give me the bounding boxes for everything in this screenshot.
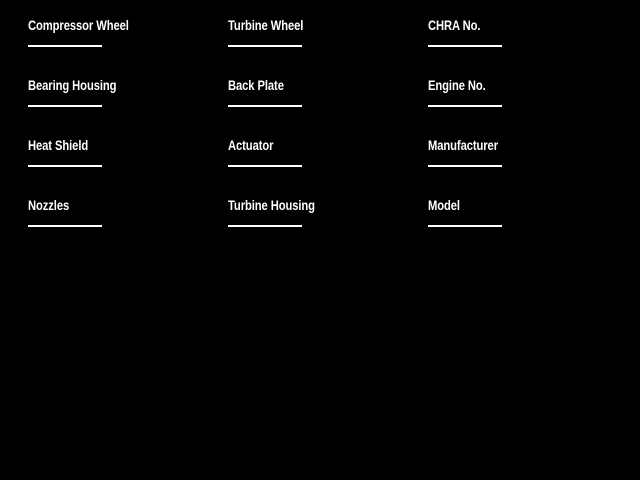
field-chra-no[interactable]: CHRA No.: [428, 18, 618, 68]
field-label: Manufacturer: [428, 137, 498, 153]
field-label: Compressor Wheel: [28, 17, 129, 33]
field-label: Model: [428, 197, 460, 213]
field-blank-line[interactable]: [428, 45, 502, 47]
field-heat-shield[interactable]: Heat Shield: [28, 138, 218, 188]
field-label: Turbine Housing: [228, 197, 315, 213]
field-nozzles[interactable]: Nozzles: [28, 198, 218, 248]
field-blank-line[interactable]: [28, 105, 102, 107]
field-label: Turbine Wheel: [228, 17, 304, 33]
field-blank-line[interactable]: [428, 225, 502, 227]
field-back-plate[interactable]: Back Plate: [228, 78, 418, 128]
empty-lower-area: [0, 240, 640, 480]
field-blank-line[interactable]: [28, 45, 102, 47]
field-compressor-wheel[interactable]: Compressor Wheel: [28, 18, 218, 68]
field-blank-line[interactable]: [228, 45, 302, 47]
field-blank-line[interactable]: [228, 225, 302, 227]
field-manufacturer[interactable]: Manufacturer: [428, 138, 618, 188]
field-label: Nozzles: [28, 197, 70, 213]
field-label: Bearing Housing: [28, 77, 117, 93]
field-blank-line[interactable]: [28, 165, 102, 167]
field-label: Back Plate: [228, 77, 284, 93]
field-blank-line[interactable]: [428, 165, 502, 167]
field-turbine-housing[interactable]: Turbine Housing: [228, 198, 418, 248]
field-label: Actuator: [228, 137, 274, 153]
field-engine-no[interactable]: Engine No.: [428, 78, 618, 128]
parts-form-grid: Compressor Wheel Bearing Housing Heat Sh…: [28, 18, 618, 227]
field-blank-line[interactable]: [228, 105, 302, 107]
field-bearing-housing[interactable]: Bearing Housing: [28, 78, 218, 128]
field-label: Engine No.: [428, 77, 486, 93]
field-label: Heat Shield: [28, 137, 89, 153]
field-blank-line[interactable]: [428, 105, 502, 107]
field-blank-line[interactable]: [28, 225, 102, 227]
field-actuator[interactable]: Actuator: [228, 138, 418, 188]
field-label: CHRA No.: [428, 17, 481, 33]
field-turbine-wheel[interactable]: Turbine Wheel: [228, 18, 418, 68]
field-blank-line[interactable]: [228, 165, 302, 167]
field-model[interactable]: Model: [428, 198, 618, 248]
